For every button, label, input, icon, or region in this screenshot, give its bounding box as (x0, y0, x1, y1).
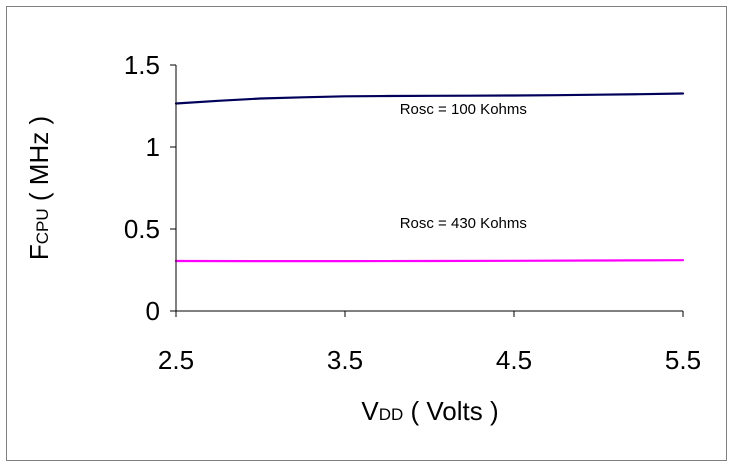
x-tick-label: 4.5 (496, 345, 532, 375)
plot-area-background (176, 65, 683, 311)
series-line-1 (174, 92, 685, 105)
series-line-2 (174, 259, 685, 263)
series-label-1: Rosc = 100 Kohms (400, 101, 527, 118)
x-axis-title-subscript: DD (379, 405, 404, 424)
x-axis-title: VDD ( Volts ) (361, 396, 498, 426)
x-axis-ticks: 2.5 3.5 4.5 5.5 (158, 311, 701, 375)
series-layer (174, 92, 685, 263)
y-axis-title-rest: ( MHz ) (24, 116, 54, 208)
y-axis-title-subscript: CPU (33, 208, 52, 244)
y-tick-label: 1 (146, 132, 160, 162)
x-tick-label: 5.5 (665, 345, 701, 375)
y-tick-label: 0.5 (124, 214, 160, 244)
series-label-2: Rosc = 430 Kohms (400, 215, 527, 232)
x-axis-title-main: V (361, 396, 379, 426)
plot-area: Rosc = 100 Kohms Rosc = 430 Kohms 0 0.5 1 1.… (124, 50, 701, 375)
y-tick-label: 0 (146, 296, 160, 326)
y-axis-ticks: 0 0.5 1 1.5 (124, 50, 176, 326)
y-tick-label: 1.5 (124, 50, 160, 80)
series-labels: Rosc = 100 Kohms Rosc = 430 Kohms (400, 101, 527, 232)
x-tick-label: 2.5 (158, 345, 194, 375)
y-axis-title: FCPU ( MHz ) (24, 116, 54, 260)
x-tick-label: 3.5 (327, 345, 363, 375)
y-axis-title-main: F (24, 244, 54, 260)
x-axis-title-rest: ( Volts ) (403, 396, 498, 426)
